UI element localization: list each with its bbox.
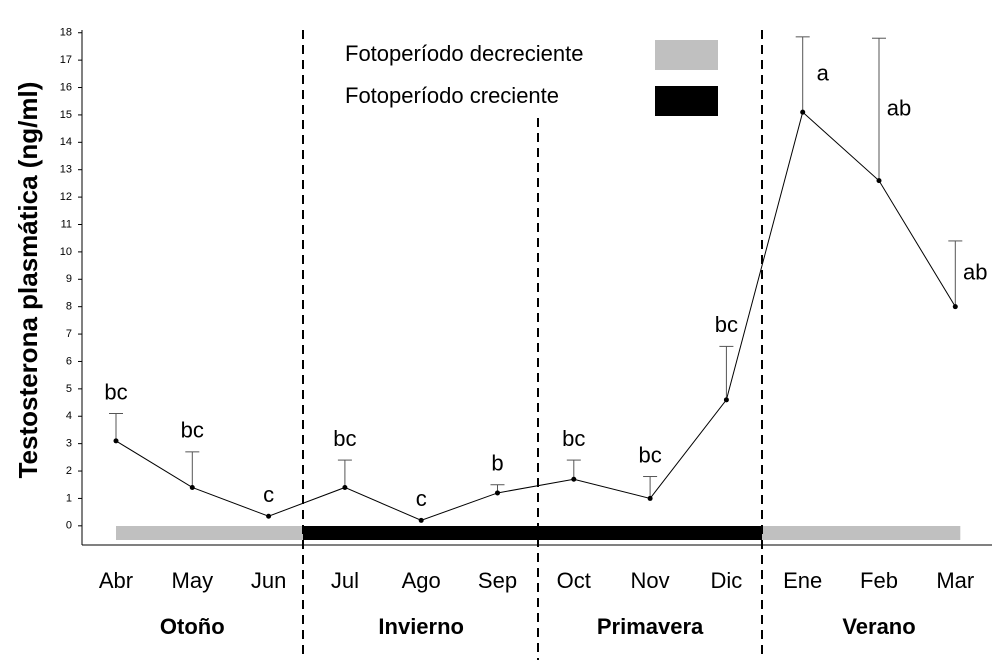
data-point [571,476,577,482]
significance-letter: bc [181,418,204,443]
y-tick-label: 15 [60,109,72,121]
legend-swatch [655,40,718,70]
data-point [495,490,500,496]
data-point [647,495,653,501]
data-point [266,513,272,519]
x-tick-label: Abr [99,568,133,593]
data-point [876,178,882,184]
significance-letter: bc [638,442,661,467]
y-tick-label: 5 [66,383,72,395]
significance-letter: bc [333,426,356,451]
y-tick-label: 0 [66,520,72,532]
data-point [342,484,348,490]
data-point [952,304,958,310]
y-tick-label: 13 [60,164,72,176]
x-tick-label: Dic [711,568,743,593]
significance-letter: b [491,451,503,476]
data-point [189,484,195,490]
data-point [723,397,729,403]
photoperiod-bar [303,526,762,540]
significance-letter: ab [963,260,987,285]
y-tick-label: 3 [66,438,72,450]
significance-letter: bc [715,312,738,337]
y-tick-label: 7 [66,328,72,340]
y-tick-label: 11 [61,218,72,230]
significance-letter: a [817,60,830,85]
significance-letter: bc [562,426,585,451]
x-tick-label: Mar [936,568,974,593]
data-line [115,111,956,521]
y-tick-label: 14 [60,136,72,148]
y-tick-label: 1 [66,492,72,504]
y-tick-label: 2 [66,465,72,477]
x-tick-label: Jun [251,568,286,593]
y-tick-label: 8 [66,301,72,313]
y-axis-label: Testosterona plasmática (ng/ml) [13,82,43,479]
x-tick-label: May [172,568,214,593]
y-tick-label: 12 [60,191,72,203]
y-tick-label: 10 [60,246,72,258]
significance-letter: ab [887,95,911,120]
season-label: Otoño [160,614,225,639]
significance-letter: c [263,482,274,507]
significance-letter: c [416,486,427,511]
y-tick-label: 17 [60,54,72,66]
y-tick-label: 4 [66,410,72,422]
x-tick-label: Feb [860,568,898,593]
data-point [800,109,806,115]
y-tick-label: 9 [66,273,72,285]
y-tick-label: 18 [60,27,72,39]
data-point [113,438,119,444]
y-tick-label: 16 [60,81,72,93]
x-tick-label: Nov [631,568,670,593]
legend-label: Fotoperíodo decreciente [345,41,584,66]
x-tick-label: Oct [557,568,591,593]
photoperiod-bar [116,526,303,540]
x-tick-label: Sep [478,568,517,593]
data-point [418,517,424,523]
season-label: Primavera [597,614,704,639]
season-label: Verano [842,614,915,639]
photoperiod-bar [762,526,961,540]
season-label: Invierno [378,614,464,639]
legend-label: Fotoperíodo creciente [345,83,559,108]
x-tick-label: Ago [402,568,441,593]
x-tick-label: Ene [783,568,822,593]
significance-letter: bc [104,379,127,404]
x-tick-label: Jul [331,568,359,593]
y-tick-label: 6 [66,355,72,367]
legend-swatch [655,86,718,116]
